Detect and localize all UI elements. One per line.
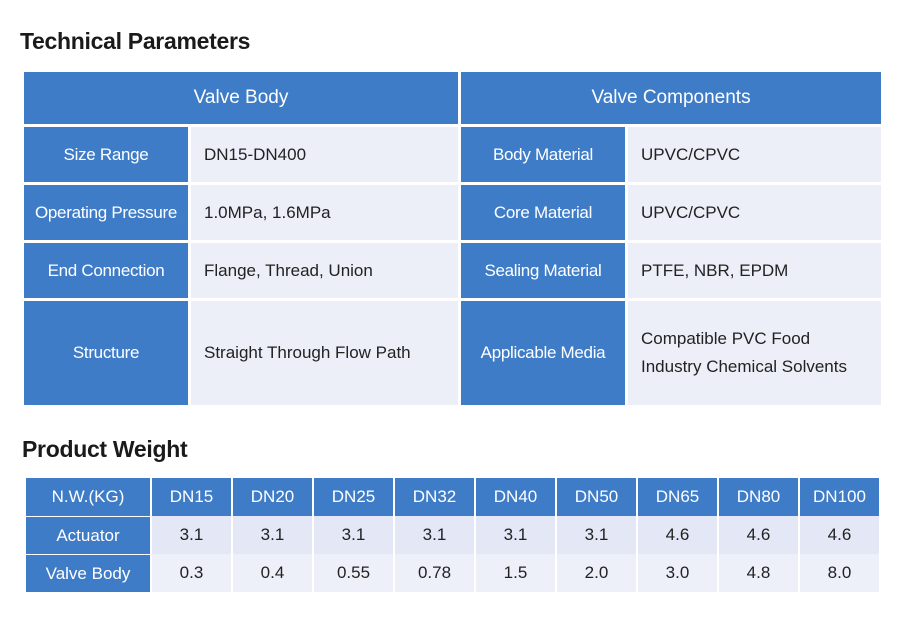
- weight-cell: 0.3: [152, 554, 231, 592]
- weight-cell: 3.1: [476, 516, 555, 554]
- technical-parameters-heading: Technical Parameters: [20, 28, 251, 54]
- size-header: DN20: [233, 478, 312, 516]
- row-label: Valve Body: [26, 554, 150, 592]
- param-label: Body Material: [461, 127, 625, 182]
- weight-cell: 4.8: [719, 554, 798, 592]
- weight-cell: 0.55: [314, 554, 393, 592]
- param-value: Flange, Thread, Union: [191, 243, 458, 298]
- weight-cell: 4.6: [719, 516, 798, 554]
- weight-cell: 0.78: [395, 554, 474, 592]
- size-header: DN15: [152, 478, 231, 516]
- technical-parameters-table: Valve Body Valve Components Size Range D…: [24, 72, 881, 407]
- param-value: UPVC/CPVC: [628, 127, 881, 182]
- weight-cell: 4.6: [638, 516, 717, 554]
- weight-cell: 2.0: [557, 554, 636, 592]
- param-value: 1.0MPa, 1.6MPa: [191, 185, 458, 240]
- param-value-line: Industry Chemical Solvents: [641, 357, 847, 376]
- weight-cell: 3.1: [557, 516, 636, 554]
- weight-cell: 8.0: [800, 554, 879, 592]
- param-label: End Connection: [24, 243, 188, 298]
- product-weight-heading: Product Weight: [22, 436, 188, 462]
- weight-cell: 1.5: [476, 554, 555, 592]
- param-value: Straight Through Flow Path: [191, 301, 458, 405]
- size-header: DN65: [638, 478, 717, 516]
- param-label: Sealing Material: [461, 243, 625, 298]
- weight-cell: 0.4: [233, 554, 312, 592]
- param-value-line: Compatible PVC Food: [641, 329, 811, 348]
- weight-cell: 4.6: [800, 516, 879, 554]
- weight-header-label: N.W.(KG): [26, 478, 150, 516]
- param-value: Compatible PVC Food Industry Chemical So…: [628, 301, 881, 405]
- param-value: DN15-DN400: [191, 127, 458, 182]
- param-value: PTFE, NBR, EPDM: [628, 243, 881, 298]
- param-label: Operating Pressure: [24, 185, 188, 240]
- size-header: DN80: [719, 478, 798, 516]
- valve-components-header: Valve Components: [461, 72, 881, 124]
- size-header: DN50: [557, 478, 636, 516]
- param-label: Applicable Media: [461, 301, 625, 405]
- weight-cell: 3.1: [314, 516, 393, 554]
- size-header: DN25: [314, 478, 393, 516]
- row-label: Actuator: [26, 516, 150, 554]
- size-header: DN40: [476, 478, 555, 516]
- weight-cell: 3.1: [152, 516, 231, 554]
- weight-cell: 3.1: [233, 516, 312, 554]
- weight-cell: 3.1: [395, 516, 474, 554]
- size-header: DN100: [800, 478, 879, 516]
- weight-cell: 3.0: [638, 554, 717, 592]
- size-header: DN32: [395, 478, 474, 516]
- param-value: UPVC/CPVC: [628, 185, 881, 240]
- param-label: Core Material: [461, 185, 625, 240]
- param-label: Structure: [24, 301, 188, 405]
- param-label: Size Range: [24, 127, 188, 182]
- product-weight-table: N.W.(KG) DN15 DN20 DN25 DN32 DN40 DN50 D…: [26, 478, 879, 592]
- valve-body-header: Valve Body: [24, 72, 458, 124]
